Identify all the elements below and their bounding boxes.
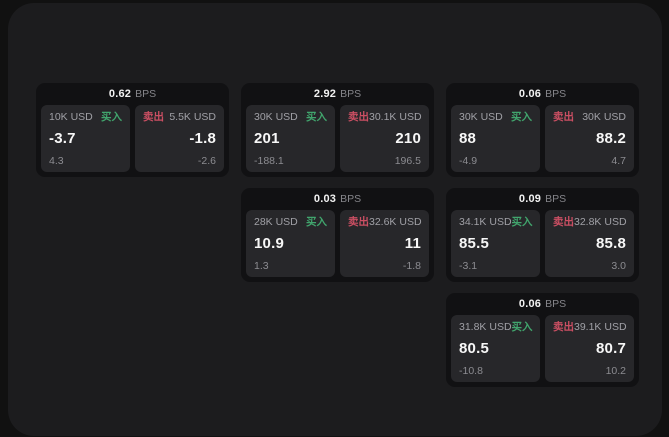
buy-side-label: 买入 (511, 321, 533, 333)
buy-delta: -3.1 (459, 260, 478, 272)
buy-quote-tile[interactable]: 30K USD 买入 88 -4.9 (451, 105, 540, 172)
sell-size-label: 5.5K USD (169, 111, 216, 123)
bps-header: 0.06 BPS (446, 83, 639, 105)
sell-price: 85.8 (596, 235, 626, 252)
buy-size-label: 28K USD (254, 216, 298, 228)
bps-unit-label: BPS (340, 193, 362, 205)
sell-side-label: 卖出 (553, 216, 574, 228)
buy-price: 85.5 (459, 235, 489, 252)
sell-side-label: 卖出 (553, 111, 574, 123)
bps-unit-label: BPS (545, 88, 567, 100)
buy-side-label: 买入 (101, 111, 122, 123)
bps-header: 2.92 BPS (241, 83, 434, 105)
sell-side-label: 卖出 (348, 111, 369, 123)
sell-size-label: 30K USD (582, 111, 626, 123)
buy-price: 201 (254, 130, 280, 147)
quote-card: 0.06 BPS 31.8K USD 买入 80.5 -10.8 卖出 39.1… (446, 293, 639, 387)
bps-header: 0.06 BPS (446, 293, 639, 315)
sell-quote-tile[interactable]: 卖出 30K USD 88.2 4.7 (545, 105, 634, 172)
buy-price: 10.9 (254, 235, 284, 252)
sell-delta: 3.0 (611, 260, 626, 272)
sell-side-label: 卖出 (348, 216, 369, 228)
sell-side-label: 卖出 (553, 321, 574, 333)
sell-quote-tile[interactable]: 卖出 39.1K USD 80.7 10.2 (545, 315, 634, 382)
bps-value: 0.06 (518, 88, 542, 100)
bps-value: 2.92 (313, 88, 337, 100)
buy-quote-tile[interactable]: 34.1K USD 买入 85.5 -3.1 (451, 210, 540, 277)
buy-side-label: 买入 (306, 111, 327, 123)
buy-size-label: 30K USD (459, 111, 503, 123)
buy-quote-tile[interactable]: 30K USD 买入 201 -188.1 (246, 105, 335, 172)
sell-price: 210 (395, 130, 421, 147)
buy-side-label: 买入 (306, 216, 327, 228)
buy-delta: 4.3 (49, 155, 64, 167)
quote-card-body: 30K USD 买入 201 -188.1 卖出 30.1K USD 210 1… (241, 105, 434, 177)
sell-quote-tile[interactable]: 卖出 32.8K USD 85.8 3.0 (545, 210, 634, 277)
quote-card-body: 10K USD 买入 -3.7 4.3 卖出 5.5K USD -1.8 -2.… (36, 105, 229, 177)
bps-header: 0.09 BPS (446, 188, 639, 210)
buy-delta: 1.3 (254, 260, 269, 272)
sell-quote-tile[interactable]: 卖出 5.5K USD -1.8 -2.6 (135, 105, 224, 172)
sell-quote-tile[interactable]: 卖出 32.6K USD 11 -1.8 (340, 210, 429, 277)
bps-value: 0.62 (108, 88, 132, 100)
sell-size-label: 32.6K USD (369, 216, 422, 228)
sell-price: -1.8 (189, 130, 216, 147)
bps-unit-label: BPS (545, 298, 567, 310)
quotes-panel: 0.62 BPS 10K USD 买入 -3.7 4.3 卖出 5.5K USD (8, 3, 662, 436)
sell-quote-tile[interactable]: 卖出 30.1K USD 210 196.5 (340, 105, 429, 172)
quote-card-body: 30K USD 买入 88 -4.9 卖出 30K USD 88.2 4.7 (446, 105, 639, 177)
buy-delta: -188.1 (254, 155, 284, 167)
sell-size-label: 30.1K USD (369, 111, 422, 123)
bps-unit-label: BPS (135, 88, 157, 100)
sell-size-label: 32.8K USD (574, 216, 627, 228)
quote-card: 0.03 BPS 28K USD 买入 10.9 1.3 卖出 32.6K US… (241, 188, 434, 282)
sell-side-label: 卖出 (143, 111, 164, 123)
quote-card: 0.09 BPS 34.1K USD 买入 85.5 -3.1 卖出 32.8K… (446, 188, 639, 282)
buy-side-label: 买入 (511, 216, 533, 228)
buy-quote-tile[interactable]: 28K USD 买入 10.9 1.3 (246, 210, 335, 277)
sell-delta: -2.6 (197, 155, 216, 167)
buy-delta: -10.8 (459, 365, 483, 377)
buy-quote-tile[interactable]: 31.8K USD 买入 80.5 -10.8 (451, 315, 540, 382)
buy-price: 80.5 (459, 340, 489, 357)
bps-unit-label: BPS (545, 193, 567, 205)
buy-size-label: 34.1K USD (459, 216, 512, 228)
quote-card-body: 31.8K USD 买入 80.5 -10.8 卖出 39.1K USD 80.… (446, 315, 639, 387)
bps-value: 0.09 (518, 193, 542, 205)
sell-delta: 10.2 (605, 365, 626, 377)
bps-header: 0.62 BPS (36, 83, 229, 105)
buy-delta: -4.9 (459, 155, 478, 167)
bps-unit-label: BPS (340, 88, 362, 100)
sell-price: 11 (404, 235, 421, 252)
buy-price: 88 (459, 130, 477, 147)
quote-card: 2.92 BPS 30K USD 买入 201 -188.1 卖出 30.1K … (241, 83, 434, 177)
quote-card-body: 34.1K USD 买入 85.5 -3.1 卖出 32.8K USD 85.8… (446, 210, 639, 282)
buy-size-label: 31.8K USD (459, 321, 512, 333)
quote-card: 0.06 BPS 30K USD 买入 88 -4.9 卖出 30K USD (446, 83, 639, 177)
bps-header: 0.03 BPS (241, 188, 434, 210)
quote-card-body: 28K USD 买入 10.9 1.3 卖出 32.6K USD 11 -1.8 (241, 210, 434, 282)
buy-size-label: 10K USD (49, 111, 93, 123)
quote-card: 0.62 BPS 10K USD 买入 -3.7 4.3 卖出 5.5K USD (36, 83, 229, 177)
bps-value: 0.03 (313, 193, 337, 205)
sell-size-label: 39.1K USD (574, 321, 627, 333)
buy-side-label: 买入 (511, 111, 532, 123)
buy-quote-tile[interactable]: 10K USD 买入 -3.7 4.3 (41, 105, 130, 172)
buy-price: -3.7 (49, 130, 76, 147)
buy-size-label: 30K USD (254, 111, 298, 123)
sell-delta: -1.8 (402, 260, 421, 272)
sell-price: 80.7 (596, 340, 626, 357)
sell-delta: 4.7 (611, 155, 626, 167)
bps-value: 0.06 (518, 298, 542, 310)
sell-delta: 196.5 (394, 155, 421, 167)
sell-price: 88.2 (596, 130, 626, 147)
